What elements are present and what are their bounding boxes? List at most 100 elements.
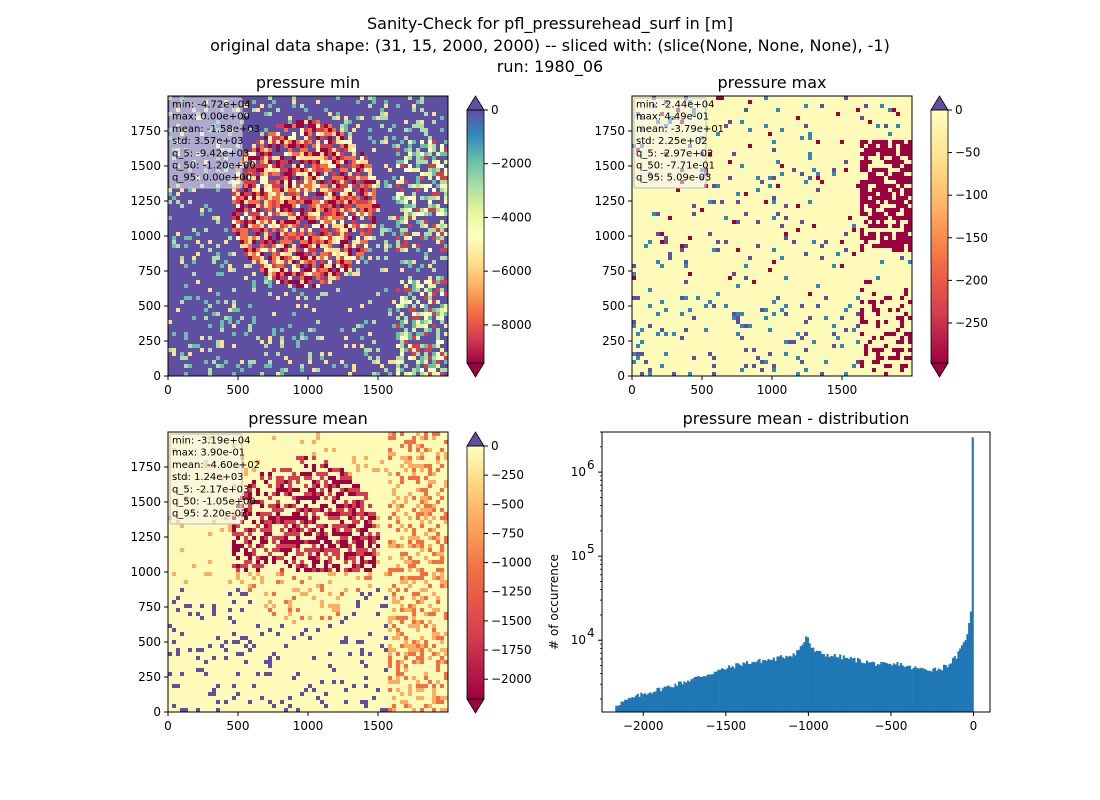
x-tick-label: 500 <box>227 383 250 397</box>
histogram-bar <box>896 662 899 712</box>
histogram-bar <box>842 655 845 712</box>
histogram-bar <box>826 653 829 712</box>
heatmap-image <box>168 96 448 376</box>
y-tick-label: 1750 <box>594 124 625 138</box>
colorbar-tick-label: −2000 <box>491 672 532 686</box>
stats-line: mean: -3.79e+01 <box>636 124 724 135</box>
histogram-bar <box>692 678 695 712</box>
histogram-bar <box>794 655 797 712</box>
y-tick-label: 750 <box>138 600 161 614</box>
histogram-bar <box>649 692 652 712</box>
colorbar-extend-max <box>930 95 949 111</box>
histogram-bar <box>763 660 766 712</box>
histogram-bar <box>676 685 679 712</box>
histogram-bar <box>722 668 725 712</box>
histogram-bar <box>715 671 718 712</box>
histogram-bar <box>878 664 881 712</box>
histogram-bar <box>824 656 827 712</box>
heatmap-panel: pressure mean 0 500 1000 1500 0 250 500 750 1000 1… <box>130 409 531 733</box>
histogram-bar <box>797 649 801 712</box>
stats-line: q_5: -2.97e+02 <box>636 148 713 159</box>
histogram-bar <box>925 669 928 712</box>
stats-line: q_50: -1.20e+00 <box>172 161 256 172</box>
histogram-bar <box>821 654 824 712</box>
histogram-bar <box>943 664 946 712</box>
title-line-1: Sanity-Check for pfl_pressurehead_surf i… <box>367 14 733 34</box>
histogram-bar <box>966 634 969 712</box>
histogram-bar <box>645 694 648 712</box>
colorbar-gradient <box>467 446 484 699</box>
histogram-bar <box>726 668 729 712</box>
colorbar-extend-min <box>466 698 485 714</box>
histogram-bar <box>636 693 639 712</box>
y-tick-label: 500 <box>138 635 161 649</box>
x-tick-label: 0 <box>164 383 172 397</box>
colorbar-extend-min <box>930 362 949 378</box>
colorbar-tick-label: −250 <box>955 316 988 330</box>
histogram-bar <box>876 664 879 712</box>
y-tick-label: 0 <box>153 705 161 719</box>
histogram-bar <box>788 655 792 712</box>
histogram-bar <box>810 647 813 712</box>
histogram-bar <box>873 662 876 712</box>
histogram-bar <box>747 664 750 712</box>
histogram-bar <box>679 681 682 712</box>
histogram-bar <box>901 665 904 712</box>
histogram-bar <box>948 664 951 712</box>
histogram-bar <box>946 667 949 712</box>
figure-title: Sanity-Check for pfl_pressurehead_surf i… <box>210 14 890 77</box>
histogram-bar <box>642 694 645 712</box>
stats-box <box>169 97 243 189</box>
y-tick-label: 1000 <box>130 565 161 579</box>
histogram-bar <box>937 668 940 712</box>
histogram-bar <box>817 650 820 712</box>
y-tick-label: 1000 <box>594 229 625 243</box>
x-tick-label: −1500 <box>706 719 747 733</box>
histogram-bar <box>667 685 670 712</box>
histogram-bar <box>737 663 740 712</box>
histogram-bar <box>685 682 688 712</box>
histogram-bar <box>801 644 804 712</box>
axes-frame <box>601 431 991 713</box>
histogram-bar <box>745 661 749 712</box>
histogram-bar <box>668 686 672 712</box>
histogram-bar <box>830 655 833 712</box>
histogram-bar <box>790 656 793 712</box>
y-tick-label: 10 <box>571 549 586 563</box>
x-tick-label: 1500 <box>363 719 394 733</box>
stats-line: q_5: -2.17e+03 <box>172 484 249 495</box>
histogram-bar <box>935 670 938 712</box>
histogram-bar <box>866 660 869 712</box>
histogram-bar <box>844 657 847 712</box>
y-tick-label: 250 <box>602 334 625 348</box>
histogram-bar <box>921 668 924 712</box>
panel-title: pressure mean <box>248 409 368 428</box>
x-tick-label: −500 <box>874 719 907 733</box>
histogram-bar <box>735 663 738 712</box>
histogram-bar <box>704 676 707 712</box>
colorbar-tick-label: −4000 <box>491 210 532 224</box>
histogram-bar <box>962 642 965 712</box>
colorbar-extend-min <box>466 362 485 378</box>
y-tick-label: 1000 <box>130 229 161 243</box>
histogram-bar <box>769 659 772 712</box>
stats-line: std: 1.24e+03 <box>172 472 244 483</box>
y-tick-exponent: 6 <box>587 458 595 472</box>
x-tick-label: 1500 <box>363 383 394 397</box>
histogram-bar <box>846 657 849 712</box>
histogram-bar <box>858 659 861 712</box>
histogram-bar <box>781 657 784 712</box>
histogram-bar <box>738 664 741 712</box>
histogram-bar <box>615 705 618 712</box>
histogram-bar <box>652 691 655 712</box>
histogram-bar <box>853 657 856 712</box>
histogram-bar <box>941 670 944 712</box>
histogram-bar <box>864 663 867 712</box>
histogram-bar <box>694 676 697 712</box>
histogram-bar <box>625 699 629 712</box>
x-tick-label: −1000 <box>788 719 829 733</box>
histogram-bar <box>857 657 860 712</box>
histogram-bar <box>867 662 870 712</box>
histogram-bar <box>771 659 774 712</box>
